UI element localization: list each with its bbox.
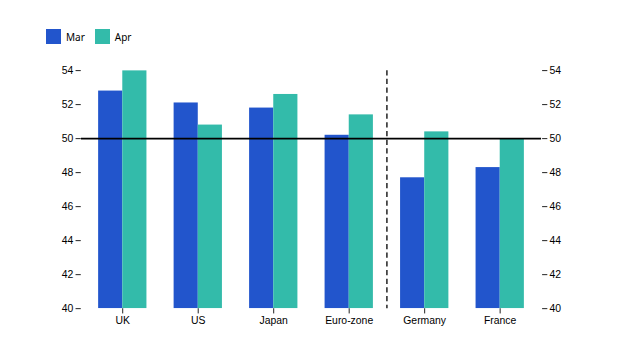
svg-text:48: 48 xyxy=(549,167,561,178)
svg-text:UK: UK xyxy=(115,315,130,326)
svg-text:Japan: Japan xyxy=(260,315,289,326)
svg-text:US: US xyxy=(191,315,206,326)
svg-text:Euro-zone: Euro-zone xyxy=(325,315,373,326)
svg-text:40: 40 xyxy=(549,303,561,314)
svg-text:46: 46 xyxy=(549,201,561,212)
html-text:Mar: Mar xyxy=(66,29,85,44)
svg-text:50: 50 xyxy=(549,133,561,144)
svg-text:52: 52 xyxy=(62,99,74,110)
svg-text:50: 50 xyxy=(62,133,74,144)
svg-text:40: 40 xyxy=(62,303,74,314)
svg-text:44: 44 xyxy=(549,235,561,246)
svg-text:Germany: Germany xyxy=(403,315,447,326)
svg-text:54: 54 xyxy=(62,65,74,76)
svg-text:France: France xyxy=(484,315,517,326)
html-text:Apr: Apr xyxy=(114,29,132,44)
svg-text:52: 52 xyxy=(549,99,561,110)
svg-text:42: 42 xyxy=(549,269,561,280)
svg-text:46: 46 xyxy=(62,201,74,212)
svg-text:54: 54 xyxy=(549,65,561,76)
svg-text:48: 48 xyxy=(62,167,74,178)
svg-text:44: 44 xyxy=(62,235,74,246)
svg-text:42: 42 xyxy=(62,269,74,280)
